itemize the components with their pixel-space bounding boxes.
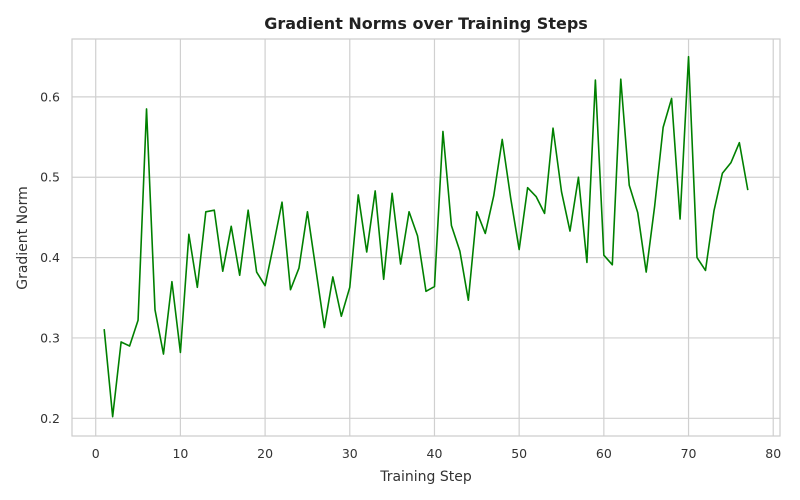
x-axis-label: Training Step (379, 469, 472, 485)
x-tick-label: 30 (342, 446, 358, 461)
x-tick-labels: 0 10 20 30 40 50 60 70 80 (92, 446, 781, 461)
x-tick-label: 10 (172, 446, 188, 461)
y-tick-label: 0.3 (40, 330, 60, 345)
y-tick-label: 0.6 (40, 89, 60, 104)
x-tick-label: 20 (257, 446, 273, 461)
y-axis-label: Gradient Norm (15, 186, 31, 290)
x-tick-label: 60 (596, 446, 612, 461)
x-tick-label: 70 (681, 446, 697, 461)
plot-frame (71, 38, 781, 437)
x-grid (95, 39, 774, 436)
series-line-1 (103, 55, 749, 418)
chart-title: Gradient Norms over Training Steps (264, 14, 588, 33)
x-tick-label: 50 (511, 446, 527, 461)
y-tick-label: 0.5 (40, 170, 60, 185)
y-grid (72, 96, 780, 419)
y-tick-label: 0.4 (40, 250, 60, 265)
x-tick-label: 40 (427, 446, 443, 461)
y-tick-label: 0.2 (40, 411, 60, 426)
series-layer (103, 55, 749, 418)
x-tick-label: 80 (765, 446, 781, 461)
y-tick-labels: 0.2 0.3 0.4 0.5 0.6 (40, 89, 60, 425)
x-tick-label: 0 (92, 446, 100, 461)
